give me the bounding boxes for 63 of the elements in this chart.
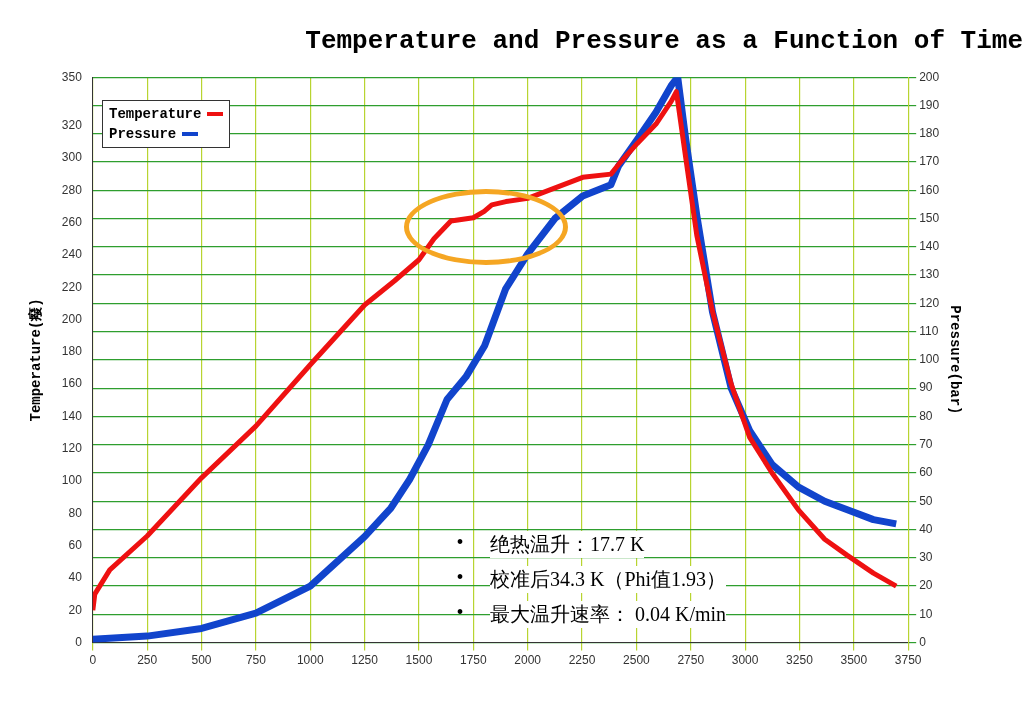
y2-tick-label: 110 [919, 323, 939, 338]
x-tick-label: 2000 [514, 653, 542, 668]
y2-tick-label: 160 [919, 182, 940, 197]
legend-label: Pressure [109, 125, 177, 144]
y-axis-title: Temperature(癈) [26, 298, 44, 422]
x-tick-label: 3000 [731, 653, 759, 668]
x-tick-label: 2750 [677, 653, 705, 668]
y2-tick-label: 170 [919, 154, 940, 169]
y2-axis-title: Pressure(bar) [947, 305, 964, 415]
x-tick-label: 2250 [568, 653, 596, 668]
y-tick-label: 40 [68, 570, 83, 585]
x-tick-label: 3250 [786, 653, 814, 668]
y2-tick-label: 30 [919, 550, 933, 565]
y-tick-label: 300 [61, 150, 83, 165]
x-tick-label: 250 [137, 653, 158, 668]
y-tick-label: 0 [75, 634, 83, 649]
x-tick-label: 3750 [894, 653, 922, 668]
y2-tick-label: 80 [919, 408, 933, 423]
x-tick-label: 1750 [459, 653, 487, 668]
x-tick-label: 750 [245, 653, 267, 668]
y2-tick-label: 20 [919, 578, 933, 593]
x-tick-label: 1250 [351, 653, 379, 668]
y2-tick-label: 200 [919, 69, 940, 84]
y-tick-label: 120 [61, 441, 83, 456]
text: • 最大温升速率： 0.04 K/min [456, 601, 727, 625]
text: • 绝热温升：17.7 K [456, 531, 645, 555]
y-tick-label: 280 [61, 182, 83, 197]
y-tick-label: 140 [61, 408, 83, 423]
y-tick-label: 160 [61, 376, 83, 391]
y2-tick-label: 100 [919, 352, 940, 367]
y2-tick-label: 40 [919, 521, 933, 536]
x-tick-label: 0 [89, 653, 97, 668]
y-tick-label: 80 [68, 505, 83, 520]
y-tick-label: 60 [68, 537, 83, 552]
y2-tick-label: 10 [919, 606, 933, 621]
y-tick-label: 20 [68, 602, 83, 617]
y-tick-label: 180 [61, 344, 83, 359]
y-tick-label: 220 [61, 279, 83, 294]
x-tick-label: 2500 [623, 653, 651, 668]
y2-tick-label: 60 [919, 465, 933, 480]
x-tick-label: 3500 [840, 653, 868, 668]
y2-tick-label: 130 [919, 267, 940, 282]
y2-tick-label: 90 [919, 380, 933, 395]
x-tick-label: 1500 [405, 653, 433, 668]
chart-title: Temperature and Pressure as a Function of Time [305, 26, 1023, 57]
x-tick-label: 500 [191, 653, 212, 668]
y2-tick-label: 140 [919, 239, 940, 254]
y2-tick-label: 50 [919, 493, 933, 508]
text: • 校准后34.3 K（Phi值1.93） [456, 566, 727, 590]
x-tick-label: 1000 [296, 653, 324, 668]
y2-tick-label: 70 [919, 437, 933, 452]
y-tick-label: 100 [61, 473, 83, 488]
y2-tick-label: 150 [919, 210, 940, 225]
legend-label: Temperature [109, 105, 202, 124]
y2-tick-label: 120 [919, 295, 940, 310]
y2-tick-label: 0 [919, 634, 927, 649]
y-tick-label: 200 [61, 311, 83, 326]
y2-tick-label: 180 [919, 126, 940, 141]
y-tick-label: 240 [61, 247, 83, 262]
y-tick-label: 260 [61, 214, 83, 229]
y-tick-label: 350 [61, 69, 83, 84]
y2-tick-label: 190 [919, 97, 940, 112]
y-tick-label: 320 [61, 117, 83, 132]
